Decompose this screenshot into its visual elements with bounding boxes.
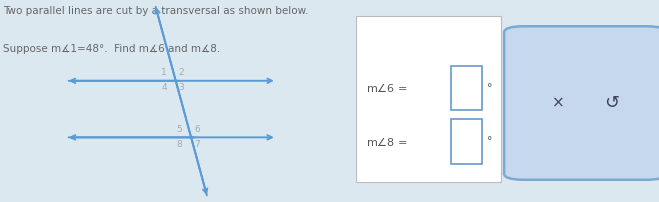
Text: 1: 1	[161, 68, 167, 77]
Text: 3: 3	[179, 83, 185, 92]
Text: Two parallel lines are cut by a transversal as shown below.: Two parallel lines are cut by a transver…	[3, 6, 309, 16]
Text: 4: 4	[161, 83, 167, 92]
Text: ×: ×	[552, 96, 564, 110]
FancyBboxPatch shape	[356, 16, 501, 182]
Text: °: °	[487, 83, 492, 93]
Text: Suppose m∡1=48°.  Find m∡6 and m∡8.: Suppose m∡1=48°. Find m∡6 and m∡8.	[3, 44, 221, 55]
Text: ↺: ↺	[604, 94, 619, 112]
Text: 8: 8	[177, 140, 183, 149]
FancyBboxPatch shape	[451, 66, 482, 110]
Text: 5: 5	[177, 125, 183, 134]
Text: 2: 2	[179, 68, 185, 77]
Text: 6: 6	[194, 125, 200, 134]
Text: 7: 7	[194, 140, 200, 149]
FancyBboxPatch shape	[504, 26, 659, 180]
Text: m$\angle$6 =: m$\angle$6 =	[366, 81, 407, 94]
Text: °: °	[487, 136, 492, 146]
Text: m$\angle$8 =: m$\angle$8 =	[366, 135, 407, 148]
FancyBboxPatch shape	[451, 119, 482, 164]
